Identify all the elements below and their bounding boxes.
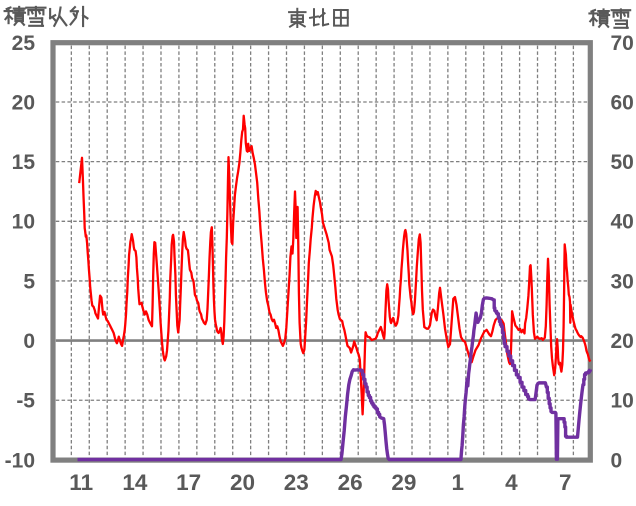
svg-text:26: 26 [338,470,363,495]
svg-text:20: 20 [12,91,35,114]
svg-text:15: 15 [12,151,36,174]
svg-text:20: 20 [611,330,634,353]
svg-text:17: 17 [176,470,201,495]
svg-text:50: 50 [611,151,634,174]
svg-text:11: 11 [69,470,93,495]
svg-text:0: 0 [611,449,623,472]
svg-text:-5: -5 [16,390,35,413]
svg-text:25: 25 [12,32,36,55]
svg-text:29: 29 [391,470,416,495]
svg-text:20: 20 [230,470,255,495]
svg-text:5: 5 [23,270,35,293]
svg-text:23: 23 [284,470,309,495]
svg-text:10: 10 [12,211,35,234]
svg-text:7: 7 [559,470,572,495]
svg-text:0: 0 [23,330,35,353]
svg-text:40: 40 [611,211,634,234]
svg-text:4: 4 [505,470,518,495]
svg-text:14: 14 [122,470,148,495]
svg-text:-10: -10 [5,449,35,472]
svg-text:10: 10 [611,390,634,413]
svg-text:1: 1 [451,470,464,495]
svg-text:60: 60 [611,91,634,114]
svg-text:30: 30 [611,270,634,293]
svg-text:70: 70 [611,32,634,55]
